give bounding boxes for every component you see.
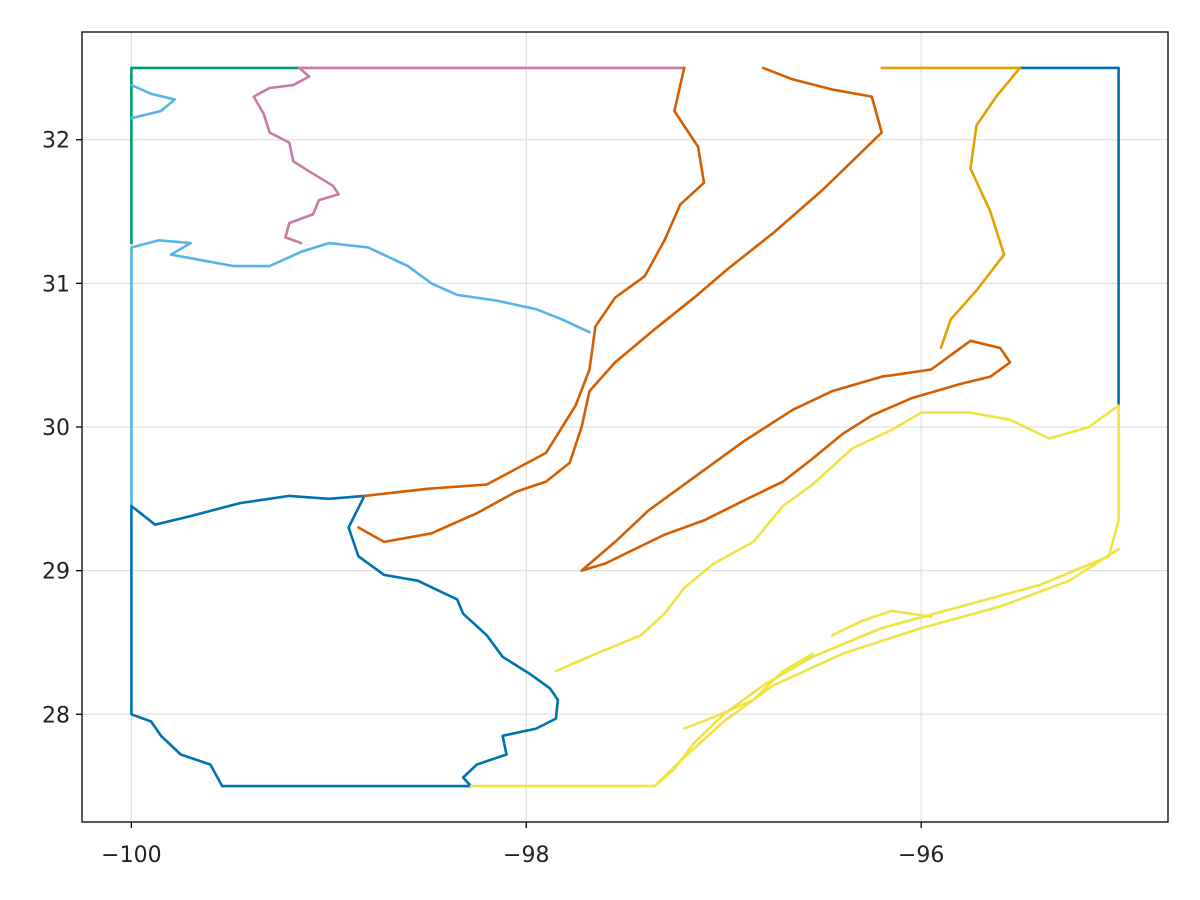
y-tick-label: 31 — [42, 272, 70, 297]
region-outlines — [130, 66, 1120, 788]
region-boundary-line — [682, 652, 814, 730]
region-4 — [130, 66, 1120, 788]
region-boundary-line — [363, 66, 706, 498]
region-boundary-line — [1018, 66, 1120, 407]
region-boundary-line — [252, 66, 340, 245]
region-boundary-line — [469, 404, 1120, 788]
region-boundary-line — [130, 83, 177, 120]
x-tick-label: −100 — [101, 843, 161, 868]
region-5 — [357, 66, 1012, 572]
region-1 — [130, 66, 301, 245]
region-boundary-line — [653, 547, 1120, 788]
y-tick-label: 30 — [42, 416, 70, 441]
region-boundary-line — [130, 239, 591, 508]
y-tick-label: 29 — [42, 560, 70, 585]
region-boundary-line — [580, 339, 1012, 572]
grid — [82, 32, 1168, 822]
region-boundary-line — [130, 494, 560, 788]
y-tick-label: 28 — [42, 703, 70, 728]
region-boundary-line — [130, 66, 301, 245]
region-boundary-line — [831, 609, 933, 637]
region-7 — [469, 404, 1120, 788]
axis-ticks: −100 −98 −96 28 29 30 31 32 — [42, 129, 944, 868]
x-tick-label: −98 — [503, 843, 549, 868]
region-2 — [252, 66, 686, 245]
region-6 — [880, 66, 1022, 350]
region-3 — [130, 83, 591, 508]
y-tick-label: 32 — [42, 129, 70, 154]
region-boundary-line — [357, 66, 883, 544]
x-tick-label: −96 — [898, 843, 944, 868]
region-boundary-line — [880, 66, 1022, 350]
